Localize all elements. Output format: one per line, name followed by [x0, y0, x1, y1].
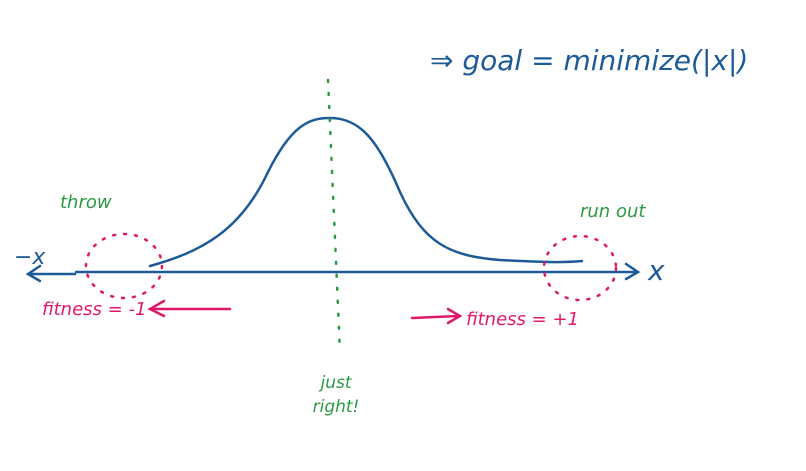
fitness-label: fitness = -1	[42, 299, 146, 320]
fitness-label: fitness = +1	[466, 309, 579, 330]
fitness-arrow	[147, 299, 232, 318]
left-region	[84, 232, 164, 300]
right-region	[542, 234, 618, 302]
fitness-arrow	[410, 307, 463, 325]
goal-text: ⇒ goal = minimize(|x|)	[430, 44, 748, 77]
right-axis-label: x	[647, 254, 665, 287]
region-label: throw	[60, 192, 112, 213]
distribution-curve	[148, 116, 584, 268]
center-label: just	[318, 373, 352, 393]
center-line	[326, 78, 342, 354]
region-label: run out	[580, 201, 646, 222]
left-axis-label: −x	[14, 245, 46, 270]
right-arrow	[610, 262, 641, 281]
center-label: right!	[313, 397, 360, 417]
left-arrow	[25, 264, 77, 283]
